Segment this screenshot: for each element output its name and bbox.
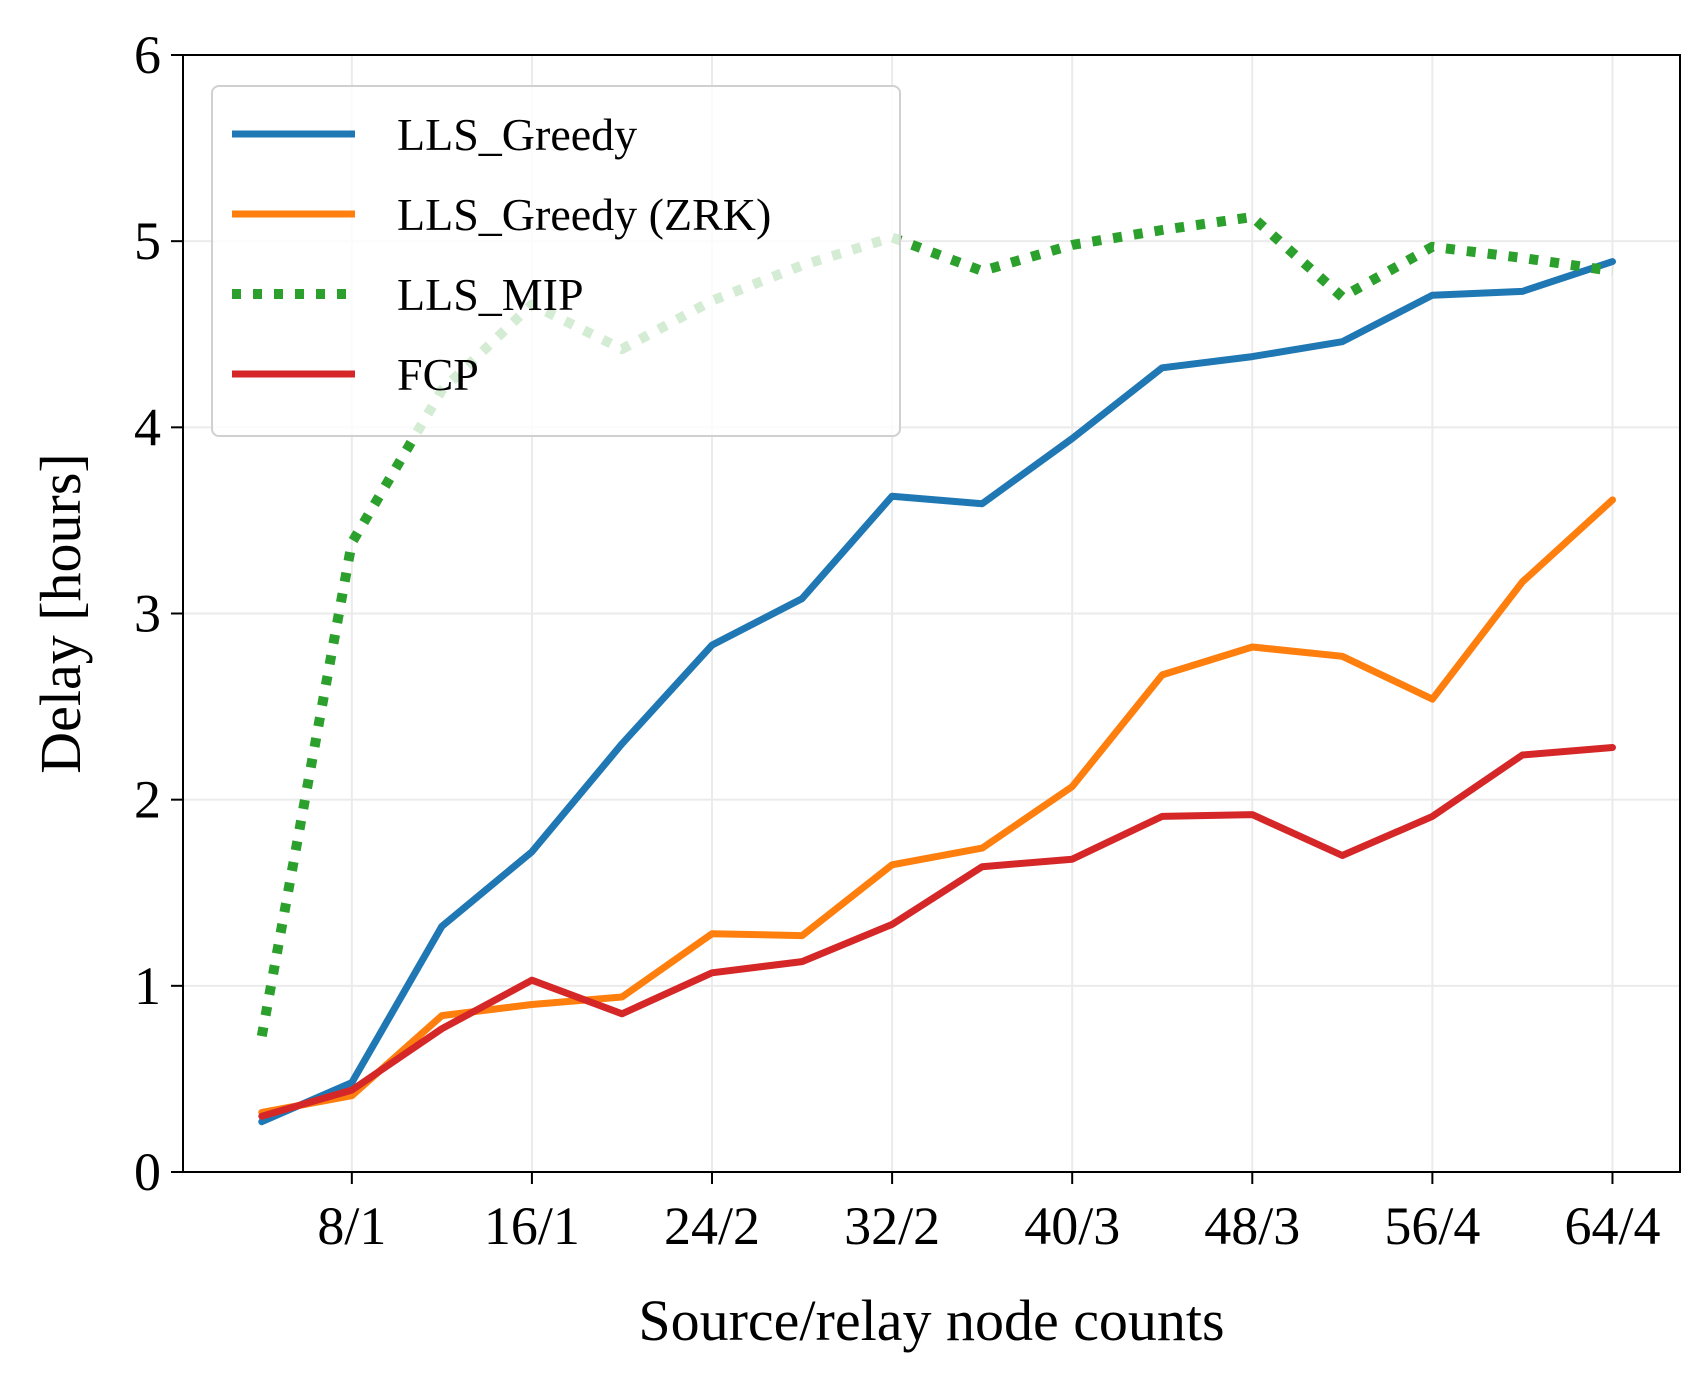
x-axis-title: Source/relay node counts — [638, 1288, 1224, 1353]
x-tick-label: 16/1 — [484, 1196, 580, 1256]
x-tick-label: 32/2 — [844, 1196, 940, 1256]
legend-label: FCP — [397, 349, 479, 400]
series-line-lls-greedy — [258, 258, 1616, 1126]
y-tick-label: 5 — [134, 211, 161, 271]
y-tick-label: 3 — [134, 584, 161, 644]
x-tick-label: 56/4 — [1384, 1196, 1480, 1256]
x-tick-label: 8/1 — [317, 1196, 386, 1256]
series-line-fcp — [258, 744, 1616, 1120]
y-tick-label: 6 — [134, 25, 161, 85]
y-tick-label: 0 — [134, 1142, 161, 1202]
series-line-lls-greedy-zrk — [258, 496, 1616, 1116]
y-tick-label: 4 — [134, 397, 161, 457]
y-axis-title: Delay [hours] — [28, 453, 93, 774]
legend-label: LLS_Greedy — [397, 109, 637, 160]
x-tick-label: 40/3 — [1024, 1196, 1120, 1256]
legend: LLS_Greedy LLS_Greedy (ZRK) LLS_MIP FCP — [211, 85, 901, 437]
legend-label: LLS_Greedy (ZRK) — [397, 189, 771, 240]
axis-ticks: 0 1 2 3 4 5 6 8/1 16/1 24/2 32/2 40/3 48/3 56/4 64/4 — [134, 25, 1660, 1256]
y-tick-label: 2 — [134, 770, 161, 830]
x-tick-label: 48/3 — [1204, 1196, 1300, 1256]
series-lines — [256, 212, 1616, 1126]
legend-label: LLS_MIP — [397, 269, 584, 320]
y-tick-label: 1 — [134, 956, 161, 1016]
x-tick-label: 24/2 — [664, 1196, 760, 1256]
x-tick-label: 64/4 — [1564, 1196, 1660, 1256]
legend-box — [211, 85, 901, 437]
